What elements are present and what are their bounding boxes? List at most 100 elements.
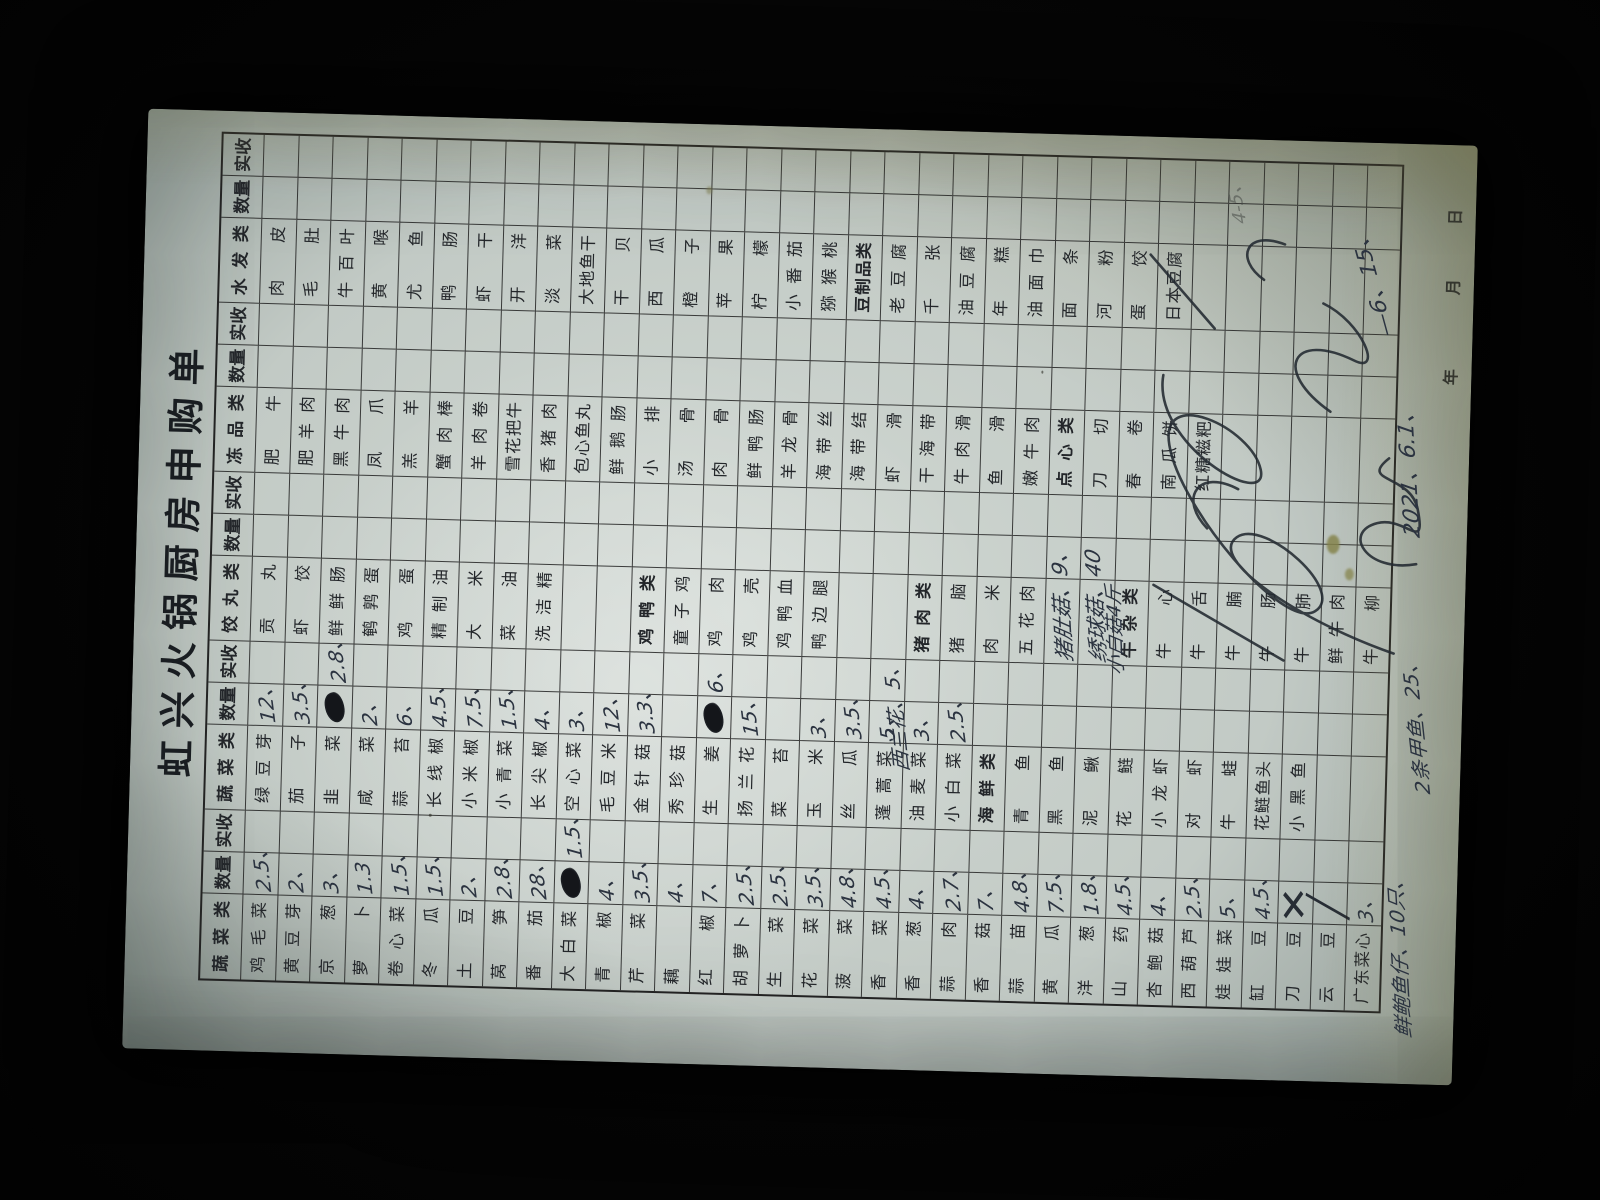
item-label: 缸豆 <box>1247 929 1269 1002</box>
item-label: 海带丝 <box>813 410 835 481</box>
qty-cell: 7、 <box>966 872 1003 916</box>
item-label: 香葱 <box>903 920 925 992</box>
item-label: 牛舌 <box>1188 589 1210 661</box>
qty-cell: 2.5、 <box>759 852 796 910</box>
item-label: 洗洁精 <box>533 571 555 643</box>
item-label: 油豆腐 <box>956 245 978 316</box>
item-label: 橙子 <box>680 237 702 309</box>
qty-cell: 1.5、 <box>380 841 417 900</box>
recv-cell <box>908 491 944 534</box>
subcategory-cell: 海鲜类 <box>969 745 1006 832</box>
item-cell: 春卷 <box>1116 411 1154 498</box>
qty-cell <box>704 358 741 402</box>
recv-cell <box>494 479 531 523</box>
recv-cell <box>972 661 1009 705</box>
qty-cell: 3.5、 <box>794 853 830 911</box>
recv-cell <box>248 641 285 685</box>
item-label: 咸菜 <box>356 735 377 807</box>
item-cell: 鲜牛肉 <box>1318 586 1356 673</box>
item-cell: 鲜鸭肠 <box>737 401 774 488</box>
speck <box>428 813 432 817</box>
item-label: 柠檬 <box>749 239 771 311</box>
item-cell: 年糕 <box>983 239 1021 325</box>
qty-cell <box>778 191 815 235</box>
qty-cell <box>1114 538 1150 582</box>
item-label: 小米椒 <box>459 738 481 810</box>
recv-cell <box>1119 327 1156 371</box>
recv-cell <box>913 322 949 366</box>
recv-cell <box>326 305 363 349</box>
item-cell: 咸菜 <box>348 728 386 815</box>
item-cell: 千张 <box>914 237 952 324</box>
qty-cell: 4、 <box>1139 877 1175 921</box>
item-label: 河粉 <box>1094 249 1116 320</box>
item-cell: 老豆腐 <box>879 236 917 323</box>
qty-cell <box>596 524 633 568</box>
item-label: 肉皮 <box>266 226 288 297</box>
item-label: 肥羊肉 <box>296 395 318 467</box>
recv-cell <box>489 648 526 692</box>
item-cell <box>559 565 597 652</box>
handwritten-qty: 7、 <box>694 869 723 905</box>
recv-cell <box>1124 158 1161 202</box>
recv-cell <box>1184 498 1220 542</box>
item-cell: 小黑鱼 <box>1279 754 1317 841</box>
item-label: 山药 <box>1109 925 1131 998</box>
qty-cell <box>739 359 776 403</box>
item-label: 菜油 <box>498 570 520 642</box>
qty-cell <box>364 179 401 223</box>
recv-cell <box>503 141 540 185</box>
recv-cell <box>834 658 871 701</box>
recv-cell <box>1041 663 1078 707</box>
item-label: 猕猴桃 <box>818 241 840 312</box>
item-label: 秀珍菇 <box>666 744 688 815</box>
item-cell: 鸡蛋 <box>387 560 425 647</box>
recv-cell <box>809 319 846 363</box>
qty-cell <box>1178 709 1214 753</box>
qty-cell <box>1261 204 1298 248</box>
qty-cell <box>734 528 771 572</box>
recv-cell <box>735 486 772 530</box>
recv-cell <box>1213 668 1250 712</box>
item-label: 精制油 <box>429 568 451 640</box>
item-cell: 牛心 <box>1146 581 1184 668</box>
item-cell: 嫩牛肉 <box>1012 408 1050 495</box>
item-cell <box>1219 414 1257 501</box>
qty-cell: 2、 <box>350 686 387 730</box>
handwritten-qty: 2、 <box>453 862 482 899</box>
item-cell: 海带结 <box>840 404 878 491</box>
recv-cell <box>593 651 629 695</box>
recv-cell <box>1140 835 1176 879</box>
recv-cell <box>558 650 595 694</box>
item-label: 猪脑 <box>946 583 968 654</box>
item-cell: 肥羊肉 <box>288 388 326 475</box>
recv-cell <box>1154 328 1191 372</box>
qty-cell: 4、 <box>897 870 934 914</box>
item-label: 花鲢鱼头 <box>1252 760 1274 832</box>
qty-cell <box>985 197 1022 241</box>
item-label: 香菇 <box>972 921 993 994</box>
recv-cell <box>804 488 841 532</box>
item-label: 肥牛 <box>261 394 283 466</box>
item-cell: 黄瓜 <box>1033 916 1071 1003</box>
item-cell: 河粉 <box>1086 241 1124 328</box>
item-cell: 红椒 <box>688 907 726 994</box>
qty-cell <box>1291 374 1327 418</box>
item-label: 羔羊 <box>399 398 421 470</box>
item-label: 小番茄 <box>783 240 805 311</box>
qty-cell <box>941 533 978 577</box>
qty-cell: 3、 <box>311 854 348 898</box>
recv-cell: 1.5、 <box>554 804 590 863</box>
item-cell <box>1293 247 1331 334</box>
item-cell <box>1348 756 1386 843</box>
category-header: 蔬菜类 <box>204 724 248 811</box>
item-cell: 小番茄 <box>776 233 814 320</box>
category-label: 冻品类 <box>224 393 246 465</box>
qty-cell <box>1350 714 1387 758</box>
qty-cell: 12、 <box>247 675 283 727</box>
qty-cell: 2.7、 <box>932 857 968 915</box>
item-cell: 刀豆 <box>1274 923 1312 1010</box>
item-label: 鸡鸭血 <box>774 578 796 649</box>
item-cell: 胡萝卜 <box>722 908 760 994</box>
item-cell: 丝瓜 <box>831 741 868 828</box>
